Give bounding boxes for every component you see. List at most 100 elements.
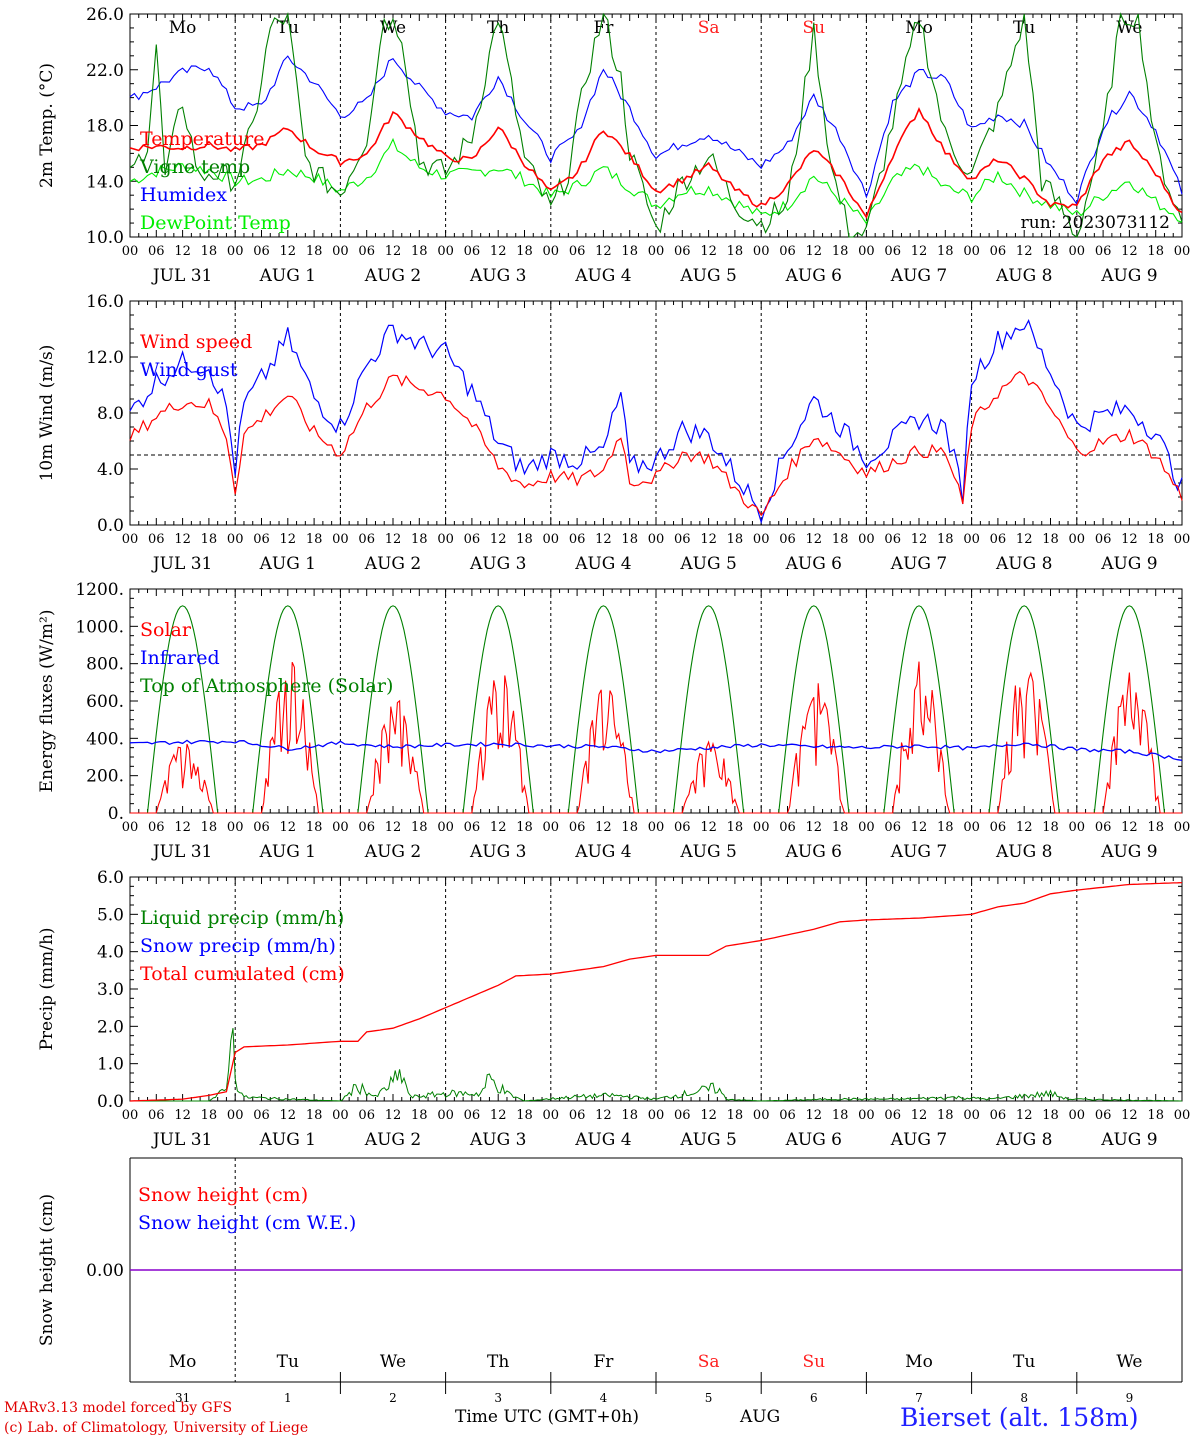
hour-tick-label: 06: [358, 820, 375, 835]
day-label: AUG 3: [469, 842, 526, 862]
y-tick-label: 0.0: [97, 516, 124, 536]
day-label: AUG 2: [364, 842, 421, 862]
hour-tick-label: 06: [253, 532, 270, 547]
hour-tick-label: 00: [1174, 244, 1191, 259]
hour-tick-label: 00: [753, 1108, 770, 1123]
y-tick-label: 0.: [108, 804, 124, 824]
weekday-label: We: [380, 1352, 406, 1372]
hour-tick-label: 12: [911, 244, 928, 259]
hour-tick-label: 06: [253, 1108, 270, 1123]
hour-tick-label: 12: [1121, 1108, 1138, 1123]
plot-frame-energy: [129, 588, 1183, 814]
hour-tick-label: 06: [464, 820, 481, 835]
hour-tick-label: 00: [122, 532, 139, 547]
hour-tick-label: 00: [437, 1108, 454, 1123]
hour-tick-label: 00: [437, 820, 454, 835]
hour-tick-label: 00: [648, 532, 665, 547]
weekday-label: Mo: [169, 1352, 197, 1372]
day-label: AUG 8: [995, 266, 1052, 286]
run-label: run: 2023073112: [1021, 213, 1170, 233]
hour-tick-label: 00: [1174, 532, 1191, 547]
day-number-label: 7: [915, 1391, 923, 1405]
hour-tick-label: 18: [727, 244, 744, 259]
hour-tick-label: 18: [1042, 532, 1059, 547]
weekday-label: Mo: [905, 1352, 933, 1372]
hour-tick-label: 12: [1121, 532, 1138, 547]
hour-tick-label: 12: [911, 820, 928, 835]
legend-entry: Liquid precip (mm/h): [140, 907, 344, 929]
hour-tick-label: 06: [990, 532, 1007, 547]
hour-tick-label: 00: [753, 820, 770, 835]
series-line-vigne-temp: [129, 12, 1183, 238]
hour-tick-label: 00: [332, 244, 349, 259]
hour-tick-label: 06: [148, 1108, 165, 1123]
legend-entry: Top of Atmosphere (Solar): [140, 675, 393, 697]
y-tick-label: 1000.: [75, 617, 124, 637]
hour-tick-label: 00: [1069, 244, 1086, 259]
y-tick-label: 3.0: [97, 980, 124, 1000]
day-label: JUL 31: [151, 554, 212, 574]
hour-tick-label: 06: [779, 1108, 796, 1123]
y-tick-label: 400.: [86, 729, 124, 749]
hour-tick-label: 00: [648, 244, 665, 259]
hour-tick-label: 12: [280, 1108, 297, 1123]
hour-tick-label: 18: [1042, 1108, 1059, 1123]
model-credit: MARv3.13 model forced by GFS: [4, 1400, 233, 1416]
hour-tick-label: 06: [674, 532, 691, 547]
day-label: AUG 7: [890, 842, 947, 862]
hour-tick-label: 06: [990, 244, 1007, 259]
weekday-label: Mo: [169, 18, 197, 38]
hour-tick-label: 00: [543, 532, 560, 547]
hour-tick-label: 00: [963, 244, 980, 259]
day-label: AUG 3: [469, 554, 526, 574]
day-label: AUG 5: [679, 554, 736, 574]
hour-tick-label: 12: [806, 532, 823, 547]
series-line-liquid-precip: [130, 1028, 1182, 1102]
day-number-label: 6: [810, 1391, 818, 1405]
day-number-label: 5: [705, 1391, 713, 1405]
y-tick-label: 22.0: [86, 61, 124, 81]
day-number-label: 8: [1020, 1391, 1028, 1405]
hour-tick-label: 00: [753, 532, 770, 547]
y-tick-label: 16.0: [86, 292, 124, 312]
hour-tick-label: 06: [674, 244, 691, 259]
day-label: AUG 1: [259, 1130, 316, 1150]
y-tick-label: 1.0: [97, 1055, 124, 1075]
hour-tick-label: 18: [937, 1108, 954, 1123]
hour-tick-label: 06: [358, 1108, 375, 1123]
weekday-label: Th: [487, 18, 509, 38]
day-label: AUG 3: [469, 266, 526, 286]
hour-tick-label: 00: [332, 532, 349, 547]
time-axis-caption: Time UTC (GMT+0h): [455, 1407, 640, 1427]
plot-frame-wind: [129, 300, 1183, 526]
hour-tick-label: 12: [174, 820, 191, 835]
hour-tick-label: 12: [280, 244, 297, 259]
hour-tick-label: 18: [937, 532, 954, 547]
y-tick-label: 26.0: [86, 5, 124, 25]
hour-tick-label: 06: [569, 532, 586, 547]
hour-tick-label: 18: [201, 1108, 218, 1123]
legend-entry: Temperature: [140, 128, 264, 150]
day-number-label: 31: [175, 1391, 190, 1405]
legend-entry: Snow precip (mm/h): [140, 935, 336, 957]
hour-tick-label: 12: [490, 1108, 507, 1123]
hour-tick-label: 06: [884, 532, 901, 547]
hour-tick-label: 06: [148, 532, 165, 547]
hour-tick-label: 18: [1147, 532, 1164, 547]
hour-tick-label: 12: [385, 244, 402, 259]
y-tick-label: 200.: [86, 767, 124, 787]
day-label: AUG 1: [259, 842, 316, 862]
hour-tick-label: 06: [884, 1108, 901, 1123]
hour-tick-label: 00: [543, 244, 560, 259]
day-label: JUL 31: [151, 266, 212, 286]
day-label: AUG 5: [679, 842, 736, 862]
hour-tick-label: 18: [621, 532, 638, 547]
hour-tick-label: 18: [411, 820, 428, 835]
y-tick-label: 5.0: [97, 905, 124, 925]
hour-tick-label: 18: [727, 532, 744, 547]
y-axis-label: 2m Temp. (°C): [37, 63, 57, 188]
hour-tick-label: 18: [1147, 244, 1164, 259]
hour-tick-label: 06: [569, 820, 586, 835]
day-label: AUG 5: [679, 1130, 736, 1150]
day-number-label: 1: [284, 1391, 292, 1405]
